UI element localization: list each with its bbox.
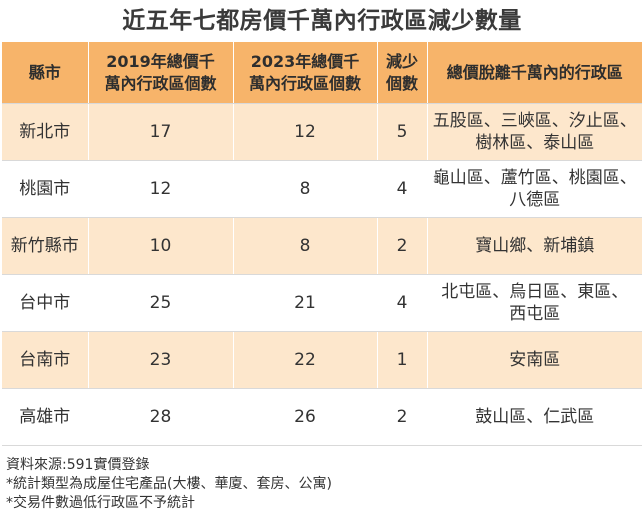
city-cell: 高雄市 [2,388,88,446]
count-2019-cell: 17 [87,103,233,161]
header-count-2023: 2023年總價千 萬內行政區個數 [232,42,377,104]
table-row: 高雄市 28 26 2 鼓山區、仁武區 [2,388,642,446]
header-count-2019: 2019年總價千 萬內行政區個數 [87,42,233,104]
table-header-row: 縣市 2019年總價千 萬內行政區個數 2023年總價千 萬內行政區個數 減少 … [2,42,642,104]
table-row: 新竹縣市 10 8 2 寶山鄉、新埔鎮 [2,217,642,275]
count-2023-cell: 12 [232,103,377,161]
table-row: 台南市 23 22 1 安南區 [2,331,642,389]
decrease-cell: 5 [376,103,427,161]
city-cell: 台中市 [2,274,88,332]
header-decrease: 減少 個數 [376,42,427,104]
city-cell: 台南市 [2,331,88,389]
district-table: 縣市 2019年總價千 萬內行政區個數 2023年總價千 萬內行政區個數 減少 … [2,42,642,446]
page-title: 近五年七都房價千萬內行政區減少數量 [122,8,522,34]
city-cell: 新竹縣市 [2,217,88,275]
count-2019-cell: 10 [87,217,233,275]
table-row: 台中市 25 21 4 北屯區、烏日區、東區、 西屯區 [2,274,642,332]
count-2019-cell: 25 [87,274,233,332]
count-2023-cell: 8 [232,217,377,275]
decrease-cell: 2 [376,217,427,275]
header-districts: 總價脫離千萬內的行政區 [426,42,642,104]
count-2023-cell: 21 [232,274,377,332]
count-2023-cell: 26 [232,388,377,446]
count-2019-cell: 28 [87,388,233,446]
districts-cell: 寶山鄉、新埔鎮 [426,217,642,275]
districts-cell: 北屯區、烏日區、東區、 西屯區 [426,274,642,332]
city-cell: 新北市 [2,103,88,161]
decrease-cell: 1 [376,331,427,389]
footnote: *統計類型為成屋住宅產品(大樓、華廈、套房、公寓) [6,476,332,492]
count-2023-cell: 8 [232,160,377,218]
count-2019-cell: 12 [87,160,233,218]
districts-cell: 龜山區、蘆竹區、桃園區、 八德區 [426,160,642,218]
header-city: 縣市 [2,42,88,104]
table-row: 桃園市 12 8 4 龜山區、蘆竹區、桃園區、 八德區 [2,160,642,218]
table-row: 新北市 17 12 5 五股區、三峽區、汐止區、 樹林區、泰山區 [2,103,642,161]
count-2023-cell: 22 [232,331,377,389]
footnotes: 資料來源:591實價登錄 *統計類型為成屋住宅產品(大樓、華廈、套房、公寓) *… [6,456,636,513]
count-2019-cell: 23 [87,331,233,389]
districts-cell: 鼓山區、仁武區 [426,388,642,446]
source-note: 資料來源:591實價登錄 [6,457,150,473]
footnote: *交易件數過低行政區不予統計 [6,495,195,511]
districts-cell: 安南區 [426,331,642,389]
decrease-cell: 2 [376,388,427,446]
decrease-cell: 4 [376,274,427,332]
districts-cell: 五股區、三峽區、汐止區、 樹林區、泰山區 [426,103,642,161]
decrease-cell: 4 [376,160,427,218]
city-cell: 桃園市 [2,160,88,218]
